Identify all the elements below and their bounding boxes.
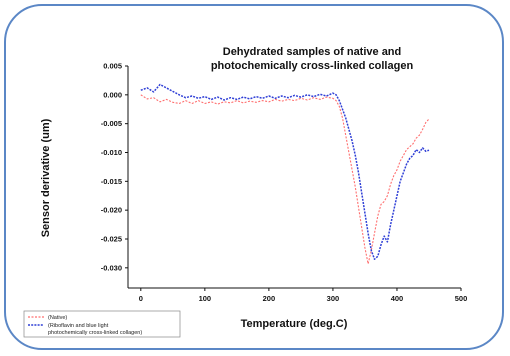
y-tick-label: -0.015 <box>101 177 122 186</box>
y-tick-label: -0.005 <box>101 119 122 128</box>
plot-area: 0 100 200 300 400 500 0.005 0.000 -0.005 -0.010 -… <box>101 62 468 304</box>
y-tick-label: 0.005 <box>103 62 122 71</box>
x-tick-label: 300 <box>327 294 340 303</box>
chart-title-line-2: photochemically cross-linked collagen <box>211 60 414 72</box>
legend-label-crosslinked-line-1: (Riboflavin and blue light <box>48 323 109 329</box>
legend-box <box>23 310 181 338</box>
y-ticks: 0.005 0.000 -0.005 -0.010 -0.015 -0.020 -0.025… <box>101 62 128 272</box>
y-tick-label: -0.030 <box>101 263 122 272</box>
legend: (Native) (Riboflavin and blue light phot… <box>23 310 181 338</box>
legend-label-crosslinked-line-2: photochemically cross-linked collagen) <box>48 330 142 336</box>
x-tick-label: 0 <box>139 294 143 303</box>
y-tick-label: -0.010 <box>101 148 122 157</box>
x-axis-label: Temperature (deg.C) <box>241 318 348 330</box>
x-tick-label: 400 <box>391 294 404 303</box>
y-tick-label: -0.025 <box>101 234 122 243</box>
y-tick-label: -0.020 <box>101 206 122 215</box>
x-tick-label: 100 <box>199 294 212 303</box>
series-line-crosslinked <box>140 83 430 260</box>
y-tick-label: 0.000 <box>103 90 122 99</box>
series-line-native <box>140 94 430 265</box>
legend-label-native: (Native) <box>48 315 67 321</box>
series-layer <box>140 83 430 265</box>
x-tick-label: 500 <box>455 294 468 303</box>
slide-frame <box>4 4 504 350</box>
y-axis-label: Sensor derivative (um) <box>40 118 52 237</box>
x-tick-label: 200 <box>263 294 276 303</box>
chart-title-line-1: Dehydrated samples of native and <box>223 46 402 58</box>
x-ticks: 0 100 200 300 400 500 <box>139 288 468 303</box>
